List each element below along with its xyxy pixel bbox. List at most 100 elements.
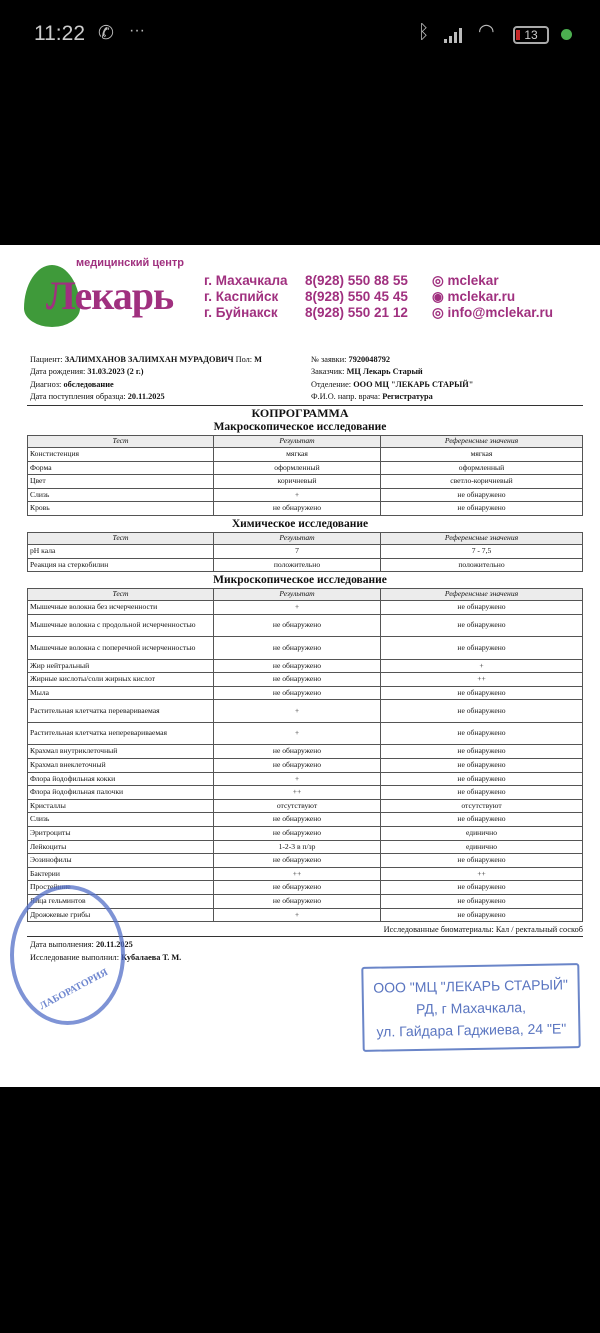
- test-name: Реакция на стеркобилин: [27, 557, 214, 573]
- test-name: Цвет: [27, 474, 214, 489]
- table-row: Растительная клетчатка перевариваемая + не…: [27, 699, 583, 723]
- table-header: Тест Результат Референсные значения: [27, 435, 583, 448]
- mail-icon: ◎: [432, 305, 448, 320]
- test-name: Крахмал внутриклеточный: [27, 744, 214, 759]
- result: не обнаружено: [213, 853, 381, 868]
- reference: ++: [380, 866, 583, 882]
- bluetooth-icon: ᛒ: [418, 22, 430, 43]
- test-name: Мышечные волокна с продольной исчерченно…: [27, 613, 214, 638]
- patient-info-right: № заявки: 7920048792 Заказчик: МЦ Лекарь…: [311, 354, 473, 403]
- table-row: Лейкоциты 1-2-3 в п/зр единично: [27, 839, 583, 855]
- macroscopic-table: Тест Результат Референсные значения Констис…: [27, 435, 583, 516]
- result: не обнаружено: [213, 501, 381, 516]
- table-row: Флора йодофильная кокки + не обнаружено: [27, 771, 583, 787]
- table-row: Цвет коричневый светло-коричневый: [27, 474, 583, 489]
- reference: не обнаружено: [380, 487, 583, 503]
- label: Ф.И.О. напр. врача:: [311, 391, 381, 401]
- column-header: Результат: [213, 532, 381, 545]
- wifi-icon: ◠: [478, 21, 495, 42]
- table-row: Бактерии ++ ++: [27, 866, 583, 882]
- reference: не обнаружено: [380, 721, 583, 746]
- microscopic-heading: Микроскопическое исследование: [213, 574, 387, 586]
- result: 7: [213, 544, 381, 559]
- reference: не обнаружено: [380, 699, 583, 723]
- column-header: Референсные значения: [380, 588, 583, 601]
- signal-icon: [444, 26, 462, 43]
- reference: не обнаружено: [380, 501, 583, 516]
- test-name: Мыла: [27, 685, 214, 701]
- dob: 31.03.2023 (2 г.): [87, 367, 144, 377]
- table-row: Кровь не обнаружено не обнаружено: [27, 501, 583, 516]
- column-header: Результат: [213, 435, 381, 448]
- column-header: Тест: [27, 435, 214, 448]
- result: отсутствуют: [213, 798, 381, 814]
- result: 1-2-3 в п/зр: [213, 839, 381, 855]
- patient-info-left: Пациент: ЗАЛИМХАНОВ ЗАЛИМХАН МУРАДОВИЧ П…: [30, 354, 262, 403]
- department: ООО МЦ "ЛЕКАРЬ СТАРЫЙ": [353, 379, 474, 389]
- instagram: mclekar: [447, 273, 499, 288]
- reference: положительно: [380, 557, 583, 573]
- table-row: Кристаллы отсутствуют отсутствуют: [27, 798, 583, 814]
- result: +: [213, 699, 381, 723]
- reference: не обнаружено: [380, 685, 583, 701]
- battery-icon: 13: [513, 26, 549, 44]
- table-row: pH кала 7 7 - 7,5: [27, 544, 583, 559]
- chemical-heading: Химическое исследование: [231, 518, 369, 530]
- table-row: Простейшие не обнаружено не обнаружено: [27, 880, 583, 895]
- table-row: Мышечные волокна с поперечной исчерченно…: [27, 636, 583, 660]
- test-name: Флора йодофильная кокки: [27, 771, 214, 787]
- test-name: Растительная клетчатка перевариваемая: [27, 699, 214, 723]
- test-name: Констистенция: [27, 447, 214, 462]
- test-name: Слизь: [27, 487, 214, 503]
- stamp-line: ООО "МЦ "ЛЕКАРЬ СТАРЫЙ": [373, 976, 569, 996]
- column-header: Тест: [27, 532, 214, 545]
- table-row: Крахмал внеклеточный не обнаружено не обна…: [27, 757, 583, 773]
- chemical-table: Тест Результат Референсные значения pH кала…: [27, 532, 583, 573]
- reference: +: [380, 658, 583, 674]
- test-name: pH кала: [27, 544, 214, 559]
- result: +: [213, 487, 381, 503]
- table-header: Тест Результат Референсные значения: [27, 532, 583, 545]
- column-header: Референсные значения: [380, 532, 583, 545]
- label: Заказчик:: [311, 367, 345, 377]
- phone: 8(928) 550 21 12: [305, 305, 408, 320]
- table-row: Слизь не обнаружено не обнаружено: [27, 812, 583, 827]
- stamp-text: ЛАБОРАТОРИЯ: [37, 966, 110, 1013]
- order-number: 7920048792: [348, 355, 391, 364]
- result: +: [213, 721, 381, 746]
- result: +: [213, 600, 381, 615]
- table-row: Эритроциты не обнаружено единично: [27, 825, 583, 841]
- microscopic-table: Тест Результат Референсные значения Мышечны…: [27, 588, 583, 923]
- biomaterial-note: Исследованные биоматериалы: Кал / ректал…: [383, 925, 583, 934]
- label: Диагноз:: [30, 379, 62, 389]
- test-name: Кровь: [27, 501, 214, 516]
- test-name: Жирные кислоты/соли жирных кислот: [27, 672, 214, 687]
- diagnosis: обследование: [63, 379, 114, 389]
- reference: 7 - 7,5: [380, 544, 583, 559]
- leaf-icon: [24, 265, 80, 327]
- divider: [27, 405, 583, 406]
- label: Дата рождения:: [30, 367, 86, 377]
- result: не обнаружено: [213, 672, 381, 687]
- result: ++: [213, 785, 381, 800]
- table-row: Реакция на стеркобилин положительно положи…: [27, 557, 583, 573]
- sex: М: [254, 355, 263, 364]
- logo-subtitle: медицинский центр: [76, 257, 185, 269]
- phones: 8(928) 550 88 55 8(928) 550 45 45 8(928)…: [305, 273, 408, 321]
- result: +: [213, 771, 381, 787]
- customer: МЦ Лекарь Старый: [346, 367, 423, 377]
- result: ++: [213, 866, 381, 882]
- table-row: Мышечные волокна без исчерченности + не об…: [27, 600, 583, 615]
- result: не обнаружено: [213, 744, 381, 759]
- table-row: Слизь + не обнаружено: [27, 487, 583, 503]
- reference: единично: [380, 839, 583, 855]
- result: не обнаружено: [213, 893, 381, 909]
- result: мягкая: [213, 447, 381, 462]
- result: не обнаружено: [213, 636, 381, 660]
- reference: не обнаружено: [380, 812, 583, 827]
- result: не обнаружено: [213, 757, 381, 773]
- test-name: Эритроциты: [27, 825, 214, 841]
- result: коричневый: [213, 474, 381, 489]
- reference: мягкая: [380, 447, 583, 462]
- patient-name: ЗАЛИМХАНОВ ЗАЛИМХАН МУРАДОВИЧ: [64, 355, 234, 364]
